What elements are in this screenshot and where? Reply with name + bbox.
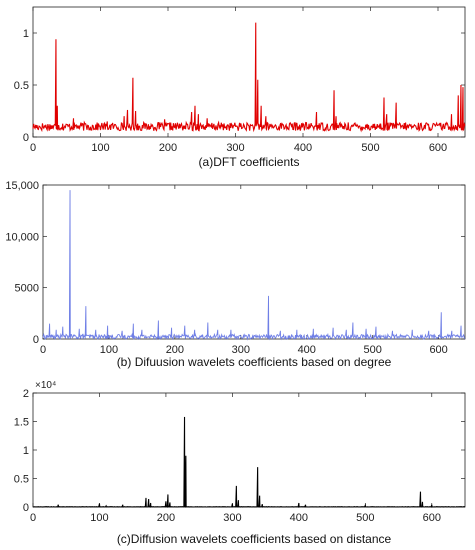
x-tick-label-c: 300	[223, 512, 241, 524]
y-tick-label-c: 0	[23, 502, 29, 514]
x-tick-label-c: 200	[157, 512, 175, 524]
x-tick-label-b: 500	[364, 344, 382, 356]
x-ticks-a: 0 100 200 300 400 500 600	[30, 7, 447, 154]
x-tick-label-a: 100	[91, 142, 109, 154]
panel-dft-coefficients: 0 100 200 300 400 500 600 00.51 (a)DFT coeffic…	[14, 6, 466, 169]
series-line-a	[32, 22, 466, 133]
y-tick-label-b: 15,000	[5, 180, 39, 192]
x-tick-label-c: 100	[90, 512, 108, 524]
series-line-c	[32, 416, 466, 508]
y-tick-label-a: 0	[23, 132, 29, 144]
y-tick-label-c: 1	[23, 445, 29, 457]
x-tick-label-a: 300	[226, 142, 244, 154]
y-tick-label-c: 1.5	[14, 417, 29, 429]
x-tick-label-a: 0	[30, 142, 36, 154]
y-multiplier-c: ×10⁴	[35, 380, 56, 391]
y-tick-label-c: 0.5	[14, 474, 29, 486]
x-tick-label-b: 0	[40, 344, 46, 356]
x-tick-label-b: 300	[232, 344, 250, 356]
caption-b: (b) Difuusion wavelets coefficients base…	[117, 355, 392, 369]
y-ticks-c: 0 0.5 1 1.5 2	[14, 388, 465, 514]
panel-degree-wavelets: 0 100 200 300 400 500 600 0 5000 10,000 15,000 (b…	[5, 180, 466, 369]
plot-area-a	[32, 6, 466, 138]
y-ticks-a: 00.51	[14, 28, 465, 144]
x-tick-label-a: 500	[361, 142, 379, 154]
x-ticks-c: 0 100 200 300 400 500 600	[30, 393, 441, 524]
x-tick-label-a: 600	[429, 142, 447, 154]
y-tick-label-a: 0.5	[14, 80, 29, 92]
y-tick-label-b: 5000	[15, 283, 39, 295]
x-tick-label-b: 600	[429, 344, 447, 356]
x-tick-label-c: 500	[356, 512, 374, 524]
series-line-b	[42, 190, 466, 341]
plot-area-b	[42, 184, 466, 340]
y-tick-label-b: 0	[33, 334, 39, 346]
y-tick-label-c: 2	[23, 388, 29, 400]
x-tick-label-b: 200	[166, 344, 184, 356]
panel-distance-wavelets: 0 100 200 300 400 500 600 0 0.5 1 1.5 2 ×10⁴ (c)Di…	[14, 380, 466, 546]
x-tick-label-a: 400	[294, 142, 312, 154]
x-tick-label-c: 0	[30, 512, 36, 524]
caption-c: (c)Diffusion wavelets coefficients based…	[117, 532, 392, 546]
x-tick-label-b: 400	[298, 344, 316, 356]
x-tick-label-b: 100	[100, 344, 118, 356]
x-tick-label-c: 600	[423, 512, 441, 524]
y-tick-label-b: 10,000	[5, 231, 39, 243]
y-tick-label-a: 1	[23, 28, 29, 40]
y-ticks-b: 0 5000 10,000 15,000	[5, 180, 465, 346]
x-tick-label-c: 400	[290, 512, 308, 524]
caption-a: (a)DFT coefficients	[199, 155, 300, 169]
x-ticks-b: 0 100 200 300 400 500 600	[40, 185, 448, 356]
x-tick-label-a: 200	[159, 142, 177, 154]
plot-area-c	[32, 392, 466, 508]
